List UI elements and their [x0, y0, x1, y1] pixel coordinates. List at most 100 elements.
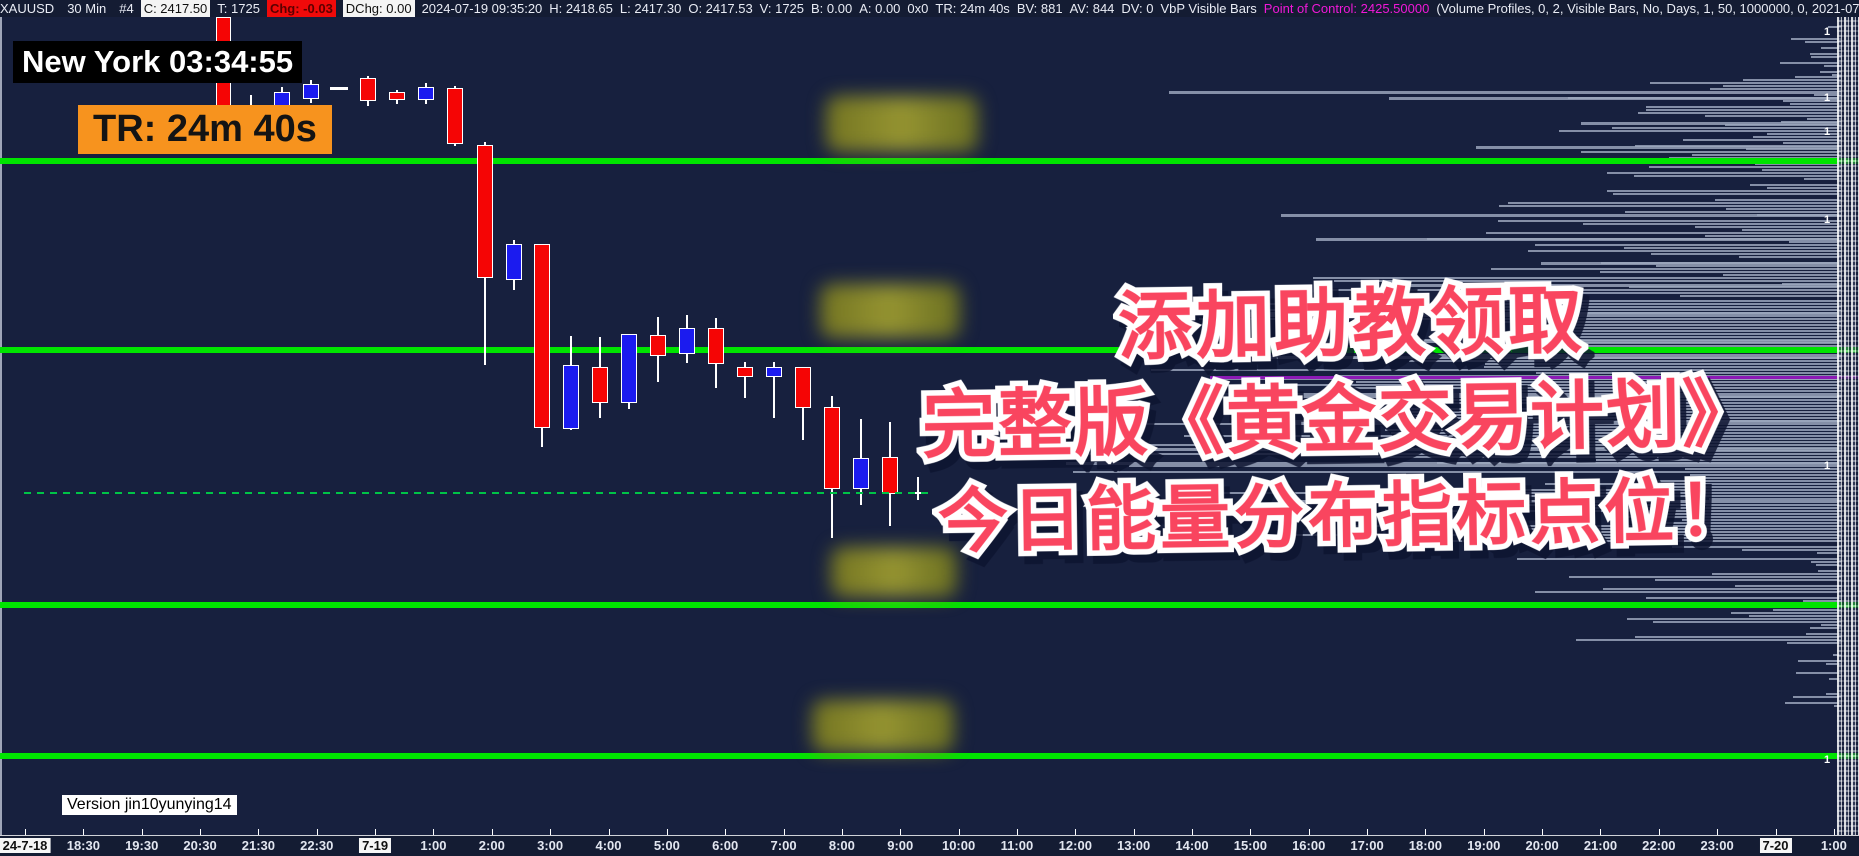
info-bar-segment: Point of Control: 2425.50000: [1263, 1, 1430, 16]
volume-profile-bar: [1811, 561, 1841, 563]
time-axis-tick: [1367, 829, 1369, 835]
volume-profile-bar: [1723, 274, 1841, 276]
green-level-line: [0, 158, 1859, 164]
volume-profile-bar: [1828, 26, 1841, 28]
info-bar-segment: BV: 881: [1016, 1, 1063, 16]
time-axis-tick: [258, 829, 260, 835]
info-bar-segment: XAUUSD: [0, 1, 55, 16]
info-bar-segment: 2024-07-19 09:35:20: [421, 1, 543, 16]
info-bar-segment: L: 2417.30: [619, 1, 682, 16]
volume-profile-bar: [1807, 118, 1841, 120]
volume-profile-bar: [1629, 286, 1841, 288]
volume-profile-bar: [1767, 133, 1841, 135]
volume-profile-bar: [1328, 417, 1841, 419]
volume-profile-bar: [1656, 265, 1841, 267]
info-bar: XAUUSD 30 Min #4 C: 2417.50 T: 1725 Chg: -0.0…: [0, 0, 1859, 17]
candle-body: [766, 367, 782, 377]
time-axis-label: 1:00: [1820, 838, 1847, 853]
volume-profile-bar: [1646, 106, 1841, 108]
time-axis-label: 18:30: [66, 838, 100, 853]
time-axis-tick: [1542, 829, 1544, 835]
candle-body: [679, 328, 695, 354]
time-axis-label: 22:30: [300, 838, 334, 853]
volume-profile-bar: [1492, 489, 1841, 491]
blurred-price-label: [826, 96, 978, 152]
time-axis-label: 22:00: [1642, 838, 1676, 853]
volume-profile-bar: [1220, 315, 1841, 317]
candle-body: [563, 365, 579, 429]
volume-profile-bar: [1790, 103, 1841, 105]
volume-profile-bar: [1619, 450, 1841, 452]
time-axis[interactable]: [0, 836, 1859, 856]
info-bar-segment: DV: 0: [1121, 1, 1154, 16]
volume-profile-bar: [1690, 474, 1841, 476]
candle-doji-dash: [330, 87, 348, 90]
volume-profile-bar: [1221, 340, 1841, 343]
volume-profile-bar: [1242, 309, 1841, 311]
volume-profile-bar: [1508, 202, 1841, 204]
volume-profile-bar: [1281, 500, 1841, 503]
volume-profile-bar: [1559, 130, 1841, 132]
volume-profile-bar: [1596, 459, 1841, 461]
volume-profile-bar: [1796, 672, 1841, 674]
volume-profile-bar: [1789, 241, 1841, 243]
time-axis-label: 15:00: [1233, 838, 1267, 853]
volume-profile-bar: [1499, 205, 1841, 207]
info-bar-segment: VbP Visible Bars: [1160, 1, 1257, 16]
volume-profile-bar: [1524, 327, 1841, 329]
volume-profile-bar: [1535, 591, 1841, 593]
volume-profile-bar: [1783, 142, 1841, 144]
time-axis-tick: [25, 829, 26, 835]
volume-profile-bar: [1509, 390, 1841, 392]
info-bar-segment: DChg: 0.00: [342, 0, 415, 17]
info-bar-segment: #4: [119, 1, 134, 16]
time-axis-label: 19:30: [125, 838, 159, 853]
time-axis-tick: [1483, 829, 1485, 835]
volume-profile-bar: [1530, 405, 1841, 407]
volume-profile-bar: [1502, 300, 1841, 302]
volume-profile-bar: [1712, 573, 1841, 575]
time-axis-label: 5:00: [653, 838, 680, 853]
price-scale-digit: 1: [1824, 754, 1831, 766]
volume-profile-bar: [1624, 247, 1841, 249]
volume-profile-bar: [1600, 271, 1841, 273]
time-axis-label: 21:30: [241, 838, 276, 853]
volume-profile-bar: [1646, 109, 1841, 111]
volume-profile-bar: [1612, 127, 1841, 129]
volume-profile-bar: [1399, 306, 1841, 308]
volume-profile-bar: [1541, 292, 1841, 294]
time-axis-tick: [1658, 829, 1660, 835]
volume-profile-bar: [1804, 178, 1841, 180]
volume-profile-bar: [1692, 154, 1841, 156]
volume-profile-bar: [1334, 280, 1841, 282]
volume-profile-bar: [1705, 235, 1841, 237]
price-scale[interactable]: [1837, 0, 1859, 835]
volume-profile-bar: [1250, 402, 1841, 404]
volume-profile-bar: [1446, 540, 1841, 542]
candle-body: [882, 457, 898, 494]
volume-profile-bar: [1203, 492, 1841, 494]
candle-body: [650, 335, 666, 356]
volume-profile-bar: [1360, 456, 1841, 458]
info-bar-segment: T: 1725: [217, 1, 260, 16]
info-bar-segment: H: 2418.65: [549, 1, 613, 16]
volume-profile-bar: [1739, 256, 1841, 258]
volume-profile-bar: [1528, 250, 1841, 252]
time-axis-tick: [783, 829, 785, 835]
volume-profile-bar: [1055, 453, 1841, 455]
info-bar-segment: O: 2417.53: [688, 1, 753, 16]
volume-profile-bar: [1773, 609, 1841, 611]
volume-profile-bar: [1536, 372, 1841, 374]
volume-profile-bar: [1705, 115, 1841, 117]
time-axis-label: 9:00: [887, 838, 914, 853]
volume-profile-bar: [1485, 363, 1841, 365]
time-axis-tick: [1250, 829, 1252, 835]
volume-profile-bar: [1417, 510, 1841, 512]
time-remaining-label: TR: 24m 40s: [78, 105, 332, 154]
volume-profile-bar: [1695, 226, 1841, 228]
volume-profile-bar: [1545, 483, 1841, 485]
time-axis-label: 7-20: [1759, 838, 1792, 853]
time-axis-tick: [83, 829, 85, 835]
volume-profile-bar: [1201, 395, 1841, 398]
